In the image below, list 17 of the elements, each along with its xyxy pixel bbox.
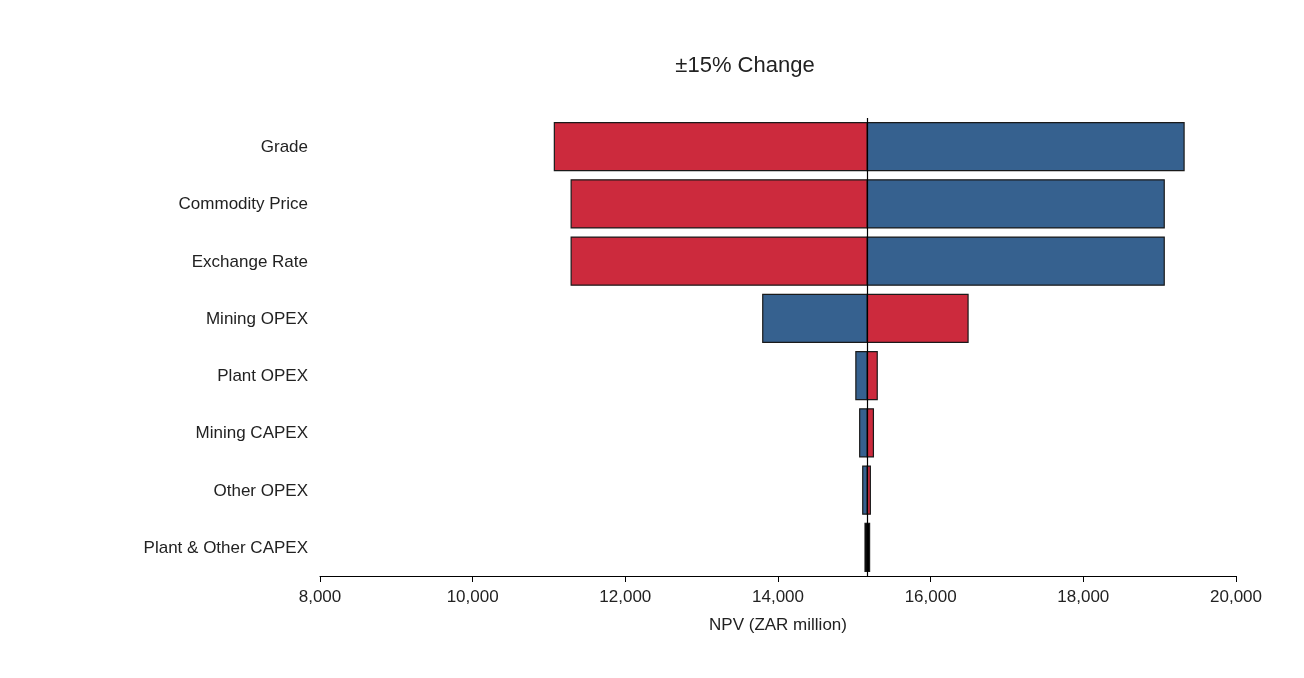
y-tick-label: Mining OPEX: [205, 308, 308, 328]
x-tick-label: 12,000: [599, 587, 652, 606]
y-tick-label: Grade: [260, 137, 308, 157]
y-tick-label: Exchange Rate: [191, 251, 308, 271]
y-tick-label: Mining CAPEX: [195, 423, 308, 443]
x-tick-label: 14,000: [752, 587, 804, 606]
x-tick-label: 20,000: [1210, 587, 1262, 606]
x-tick-label: 18,000: [1057, 587, 1110, 606]
x-tick-label: 16,000: [904, 587, 957, 606]
chart-title: ±15% Change: [675, 51, 815, 77]
x-axis-title: NPV (ZAR million): [709, 615, 847, 634]
y-tick-label: Plant OPEX: [217, 366, 308, 386]
y-tick-label: Commodity Price: [178, 194, 308, 214]
x-tick-label: 10,000: [446, 587, 499, 606]
y-tick-label: Plant & Other CAPEX: [143, 537, 308, 557]
y-tick-label: Other OPEX: [213, 480, 308, 500]
x-tick-label: 8,000: [298, 587, 342, 606]
